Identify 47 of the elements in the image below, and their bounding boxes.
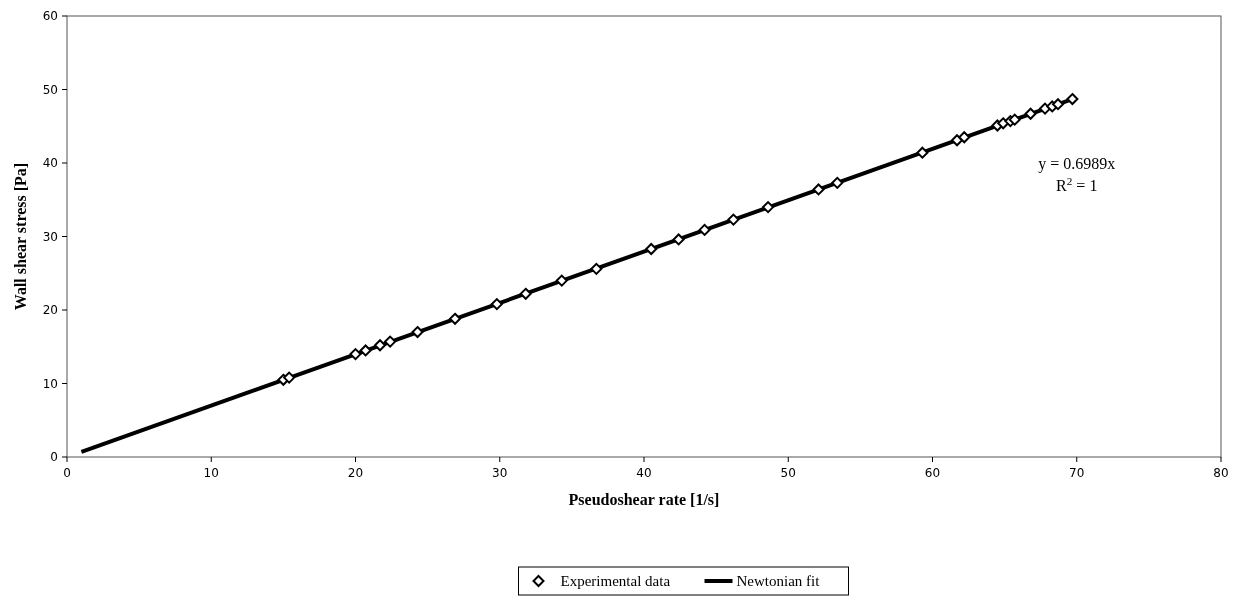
y-tick-label: 60 — [42, 9, 58, 23]
point — [449, 312, 462, 325]
y-tick-label: 30 — [42, 229, 58, 244]
point — [1008, 113, 1021, 126]
point — [812, 183, 825, 196]
point — [374, 339, 387, 352]
x-tick-label: 60 — [924, 466, 941, 480]
legend-label: Experimental data — [560, 573, 671, 589]
point — [384, 335, 397, 348]
point — [1052, 98, 1064, 111]
annotation: y = 0.6989x — [1038, 155, 1116, 173]
point — [727, 213, 740, 226]
point — [1024, 107, 1037, 120]
legend-label: Newtonian fit — [736, 573, 821, 589]
y-tick-label: 0 — [50, 450, 58, 464]
point — [698, 223, 711, 236]
x-tick-label: 10 — [203, 466, 219, 480]
point — [645, 243, 658, 255]
point — [762, 201, 775, 214]
annotation: R$^{2}$ = 1 — [1056, 175, 1098, 194]
y-tick-label: 10 — [42, 376, 58, 391]
point — [283, 371, 296, 384]
x-tick-label: 70 — [1069, 466, 1085, 480]
point — [490, 298, 503, 311]
point — [672, 233, 685, 246]
point — [951, 134, 964, 147]
point — [831, 176, 844, 189]
point — [916, 146, 929, 159]
x-tick-label: 40 — [636, 466, 652, 480]
point — [411, 326, 424, 339]
point — [359, 344, 372, 357]
point — [555, 274, 568, 287]
x-tick-label: 0 — [63, 466, 71, 480]
x-tick-label: 30 — [492, 466, 508, 480]
x-tick-label: 80 — [1213, 466, 1229, 480]
y-tick-label: 20 — [42, 303, 58, 317]
point — [958, 131, 971, 144]
y-axis-title: Wall shear stress [Pa] — [12, 162, 29, 311]
x-axis-title: Pseudoshear rate [1/s] — [568, 491, 720, 508]
point — [1066, 93, 1079, 106]
point — [590, 262, 603, 275]
y-tick-label: 50 — [42, 82, 58, 97]
x-tick-label: 20 — [347, 466, 364, 480]
y-tick-label: 40 — [42, 156, 58, 170]
x-tick-label: 50 — [780, 466, 796, 480]
point — [519, 287, 532, 300]
point — [349, 348, 362, 361]
